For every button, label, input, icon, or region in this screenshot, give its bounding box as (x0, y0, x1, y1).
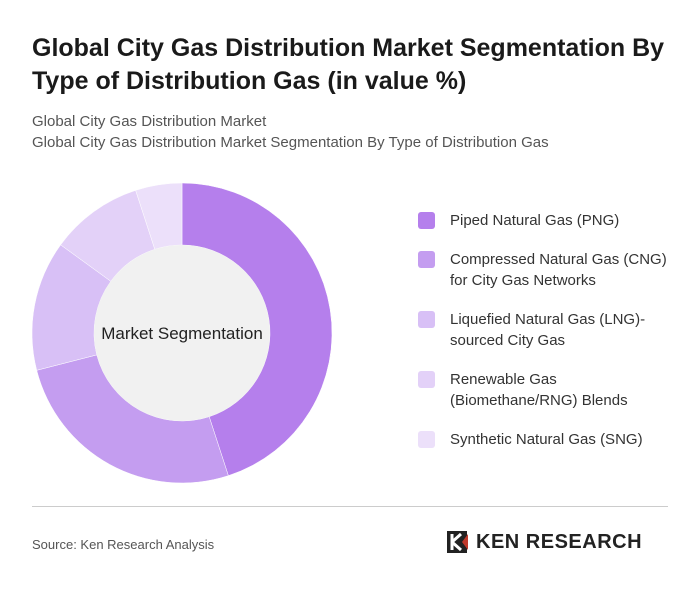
center-label: Market Segmentation (101, 324, 263, 343)
legend-item: Piped Natural Gas (PNG) (418, 210, 668, 231)
subtitle: Global City Gas Distribution Market Segm… (32, 134, 549, 151)
legend-item: Synthetic Natural Gas (SNG) (418, 429, 668, 450)
divider (32, 506, 668, 507)
legend-label: Liquefied Natural Gas (LNG)-sourced City… (450, 311, 646, 349)
legend-label: Piped Natural Gas (PNG) (450, 212, 620, 229)
legend-swatch (418, 251, 435, 268)
legend-label: Renewable Gas (Biomethane/RNG) Blends (450, 371, 628, 409)
donut-chart: Market Segmentation (31, 182, 333, 484)
legend-swatch (418, 431, 435, 448)
donut-hole (94, 245, 270, 421)
legend-item: Compressed Natural Gas (CNG) for City Ga… (418, 249, 668, 291)
logo: KEN RESEARCH (446, 530, 642, 554)
legend-label: Compressed Natural Gas (CNG) for City Ga… (450, 251, 667, 289)
logo-text: KEN RESEARCH (476, 530, 643, 553)
title: Global City Gas Distribution Market Segm… (32, 34, 665, 95)
legend-swatch (418, 311, 435, 328)
legend-item: Liquefied Natural Gas (LNG)-sourced City… (418, 309, 668, 351)
legend-label: Synthetic Natural Gas (SNG) (450, 431, 643, 448)
subtitle: Global City Gas Distribution Market (32, 113, 267, 130)
legend-item: Renewable Gas (Biomethane/RNG) Blends (418, 369, 668, 411)
legend-swatch (418, 212, 435, 229)
logo-icon (447, 531, 468, 553)
legend-swatch (418, 371, 435, 388)
legend: Piped Natural Gas (PNG) Compressed Natura… (418, 210, 668, 468)
source: Source: Ken Research Analysis (32, 537, 215, 552)
